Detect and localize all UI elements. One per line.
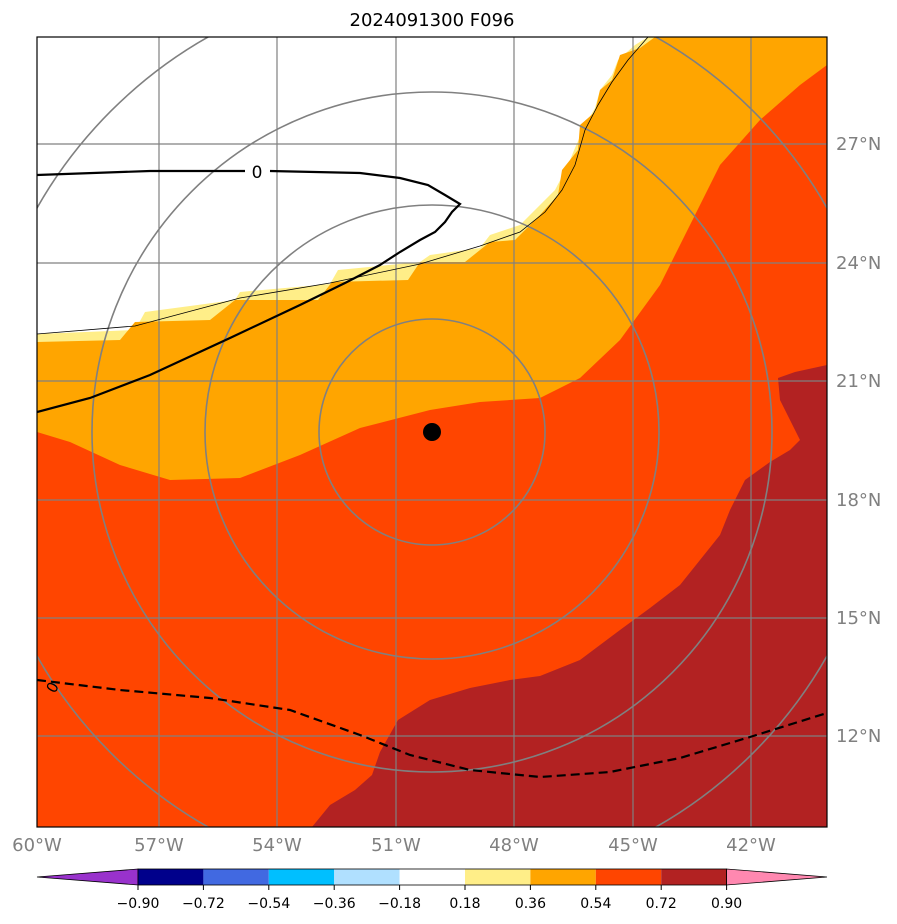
zero-contour-dashed bbox=[37, 678, 827, 779]
colorbar-segment bbox=[465, 869, 531, 885]
colorbar-tick-label: −0.90 bbox=[117, 896, 160, 912]
colorbar-tick-label: 0.90 bbox=[711, 896, 742, 912]
range-rings bbox=[37, 37, 827, 827]
lon-label: 45°W bbox=[608, 835, 658, 856]
colorbar-extend-right bbox=[726, 868, 828, 886]
lon-label: 60°W bbox=[12, 835, 62, 856]
colorbar-segment bbox=[203, 869, 269, 885]
longitude-labels: 60°W 57°W 54°W 51°W 48°W 45°W 42°W bbox=[12, 835, 776, 856]
colorbar-tick-label: 0.54 bbox=[580, 896, 611, 912]
solid-contour-label: 0 bbox=[252, 163, 263, 183]
lon-label: 54°W bbox=[252, 835, 302, 856]
range-ring-1 bbox=[318, 318, 546, 546]
lon-label: 42°W bbox=[726, 835, 776, 856]
lat-label: 12°N bbox=[836, 726, 881, 747]
colorbar-segment bbox=[138, 869, 204, 885]
colorbar-segment bbox=[661, 869, 727, 885]
thin-coastline-contour bbox=[37, 37, 649, 335]
colorbar-tick-label: 0.72 bbox=[646, 896, 677, 912]
storm-center-marker bbox=[423, 423, 441, 441]
lat-label: 18°N bbox=[836, 490, 881, 511]
colorbar-segment bbox=[334, 869, 400, 885]
colorbar-tick-labels: −0.90 −0.72 −0.54 −0.36 −0.18 0.18 0.36 … bbox=[117, 896, 743, 912]
map-title: 2024091300 F096 bbox=[350, 10, 515, 31]
colorbar-tick-label: 0.18 bbox=[449, 896, 480, 912]
colorbar-segment bbox=[530, 869, 596, 885]
map-area: 0 0 bbox=[37, 37, 827, 827]
fill-dark-red bbox=[312, 365, 827, 827]
colorbar-tick-label: −0.36 bbox=[313, 896, 356, 912]
colorbar: −0.90 −0.72 −0.54 −0.36 −0.18 0.18 0.36 … bbox=[36, 868, 828, 912]
colorbar-tick-label: −0.72 bbox=[182, 896, 225, 912]
range-ring-3 bbox=[91, 91, 773, 773]
zero-contour-solid bbox=[37, 169, 462, 414]
colorbar-tick-label: 0.36 bbox=[515, 896, 546, 912]
colorbar-tick-label: −0.18 bbox=[378, 896, 421, 912]
latitude-labels: 27°N 24°N 21°N 18°N 15°N 12°N bbox=[836, 134, 881, 747]
lon-label: 57°W bbox=[134, 835, 184, 856]
lat-lon-grid bbox=[37, 37, 827, 827]
lon-label: 51°W bbox=[371, 835, 421, 856]
colorbar-extend-left bbox=[36, 868, 139, 886]
lat-label: 27°N bbox=[836, 134, 881, 155]
lat-label: 21°N bbox=[836, 371, 881, 392]
colorbar-segment bbox=[595, 869, 662, 885]
colorbar-outline bbox=[137, 868, 727, 886]
map-frame bbox=[36, 36, 828, 828]
lon-label: 48°W bbox=[489, 835, 539, 856]
colorbar-segment bbox=[268, 869, 335, 885]
lat-label: 15°N bbox=[836, 608, 881, 629]
colorbar-tick-label: −0.54 bbox=[247, 896, 290, 912]
colorbar-ticks bbox=[137, 885, 728, 890]
range-ring-2 bbox=[204, 204, 660, 660]
colorbar-segment bbox=[399, 869, 465, 885]
lat-label: 24°N bbox=[836, 253, 881, 274]
